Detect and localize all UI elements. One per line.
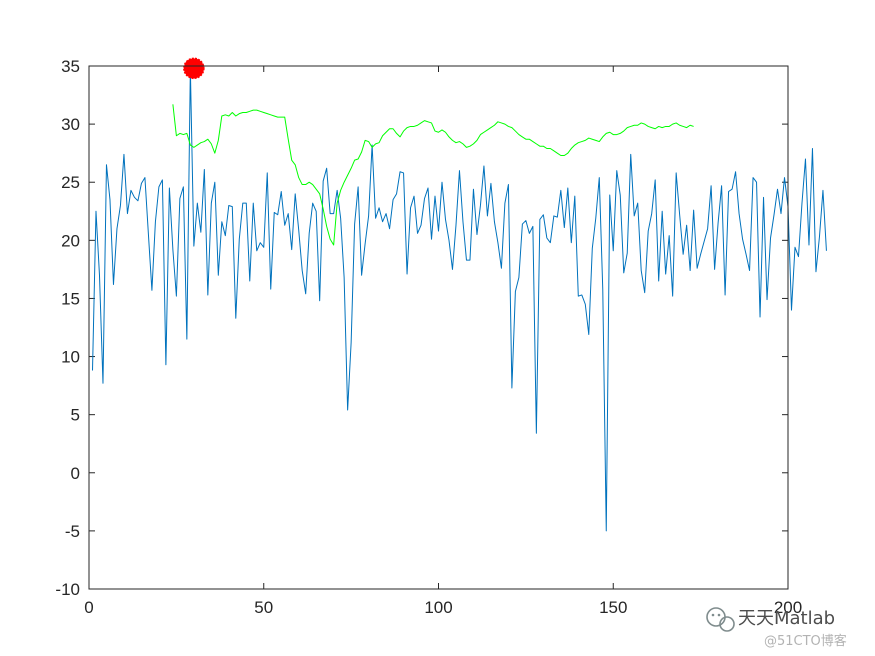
y-tick-label: 30: [61, 115, 80, 134]
series-layer: [92, 67, 827, 532]
x-tick-label: 0: [84, 598, 93, 617]
series-line-2: [172, 104, 694, 246]
x-tick-label: 100: [424, 598, 452, 617]
watermark: 天天Matlab @51CTO博客: [706, 607, 847, 649]
wechat-icon: [706, 607, 735, 632]
marker-layer: [183, 57, 205, 80]
peak-marker: [183, 57, 205, 80]
x-tick-label: 150: [599, 598, 627, 617]
watermark-source: @51CTO博客: [764, 633, 847, 649]
y-tick-label: 5: [71, 406, 80, 425]
x-tick-label: 200: [774, 598, 802, 617]
y-tick-label: 35: [61, 57, 80, 76]
y-axis: -10 -5 0 5 10 15 20 25 30 35: [55, 57, 788, 599]
y-tick-label: 10: [61, 348, 80, 367]
x-axis: 0 50 100 150 200: [84, 66, 802, 617]
axes-box: [88, 65, 789, 590]
y-tick-label: 0: [71, 464, 80, 483]
watermark-name: 天天Matlab: [738, 608, 835, 629]
y-tick-label: 20: [61, 231, 80, 250]
y-tick-label: -5: [65, 522, 80, 541]
y-tick-label: 15: [61, 289, 80, 308]
y-tick-label: -10: [55, 580, 80, 599]
series-line-1: [92, 67, 827, 532]
y-tick-label: 25: [61, 173, 80, 192]
x-tick-label: 50: [254, 598, 273, 617]
plot-area: [89, 66, 788, 589]
